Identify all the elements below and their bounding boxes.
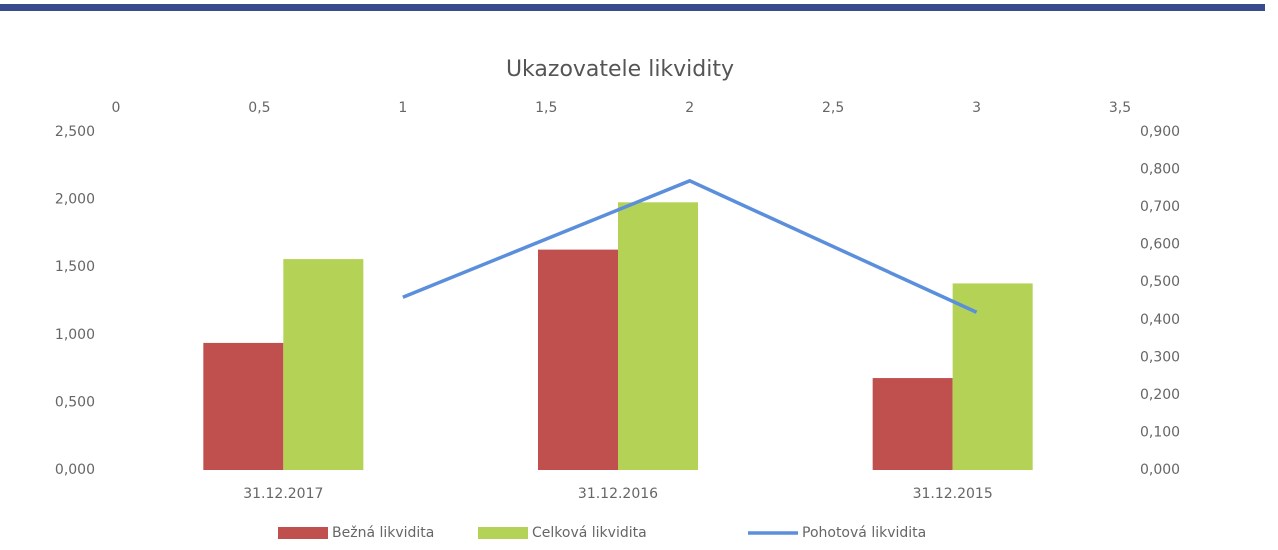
legend-swatch xyxy=(478,527,528,539)
x2-tick-label: 3,5 xyxy=(1109,100,1131,116)
bar xyxy=(618,202,698,470)
y2-tick-label: 0,600 xyxy=(1140,237,1180,253)
y-tick-label: 2,500 xyxy=(55,124,95,140)
x-tick-label: 31.12.2015 xyxy=(913,486,993,502)
y2-tick-label: 0,100 xyxy=(1140,424,1180,440)
legend-label: Bežná likvidita xyxy=(332,525,434,541)
y-tick-label: 0,000 xyxy=(55,462,95,478)
chart-title: Ukazovatele likvidity xyxy=(506,57,734,82)
x2-tick-label: 2 xyxy=(685,100,694,116)
y2-tick-label: 0,200 xyxy=(1140,387,1180,403)
line xyxy=(402,178,978,314)
x2-tick-label: 1,5 xyxy=(535,100,557,116)
bar xyxy=(872,378,953,470)
top-stripe xyxy=(0,4,1265,11)
x-tick-label: 31.12.2016 xyxy=(578,486,658,502)
x2-tick-label: 0,5 xyxy=(248,100,270,116)
y-tick-label: 0,500 xyxy=(55,394,95,410)
x-tick-label: 31.12.2017 xyxy=(243,486,323,502)
y2-tick-label: 0,800 xyxy=(1140,162,1180,178)
bar xyxy=(283,259,364,470)
legend-swatch xyxy=(278,527,328,539)
x2-tick-label: 0 xyxy=(112,100,121,116)
legend-label: Pohotová likvidita xyxy=(802,525,926,541)
bar xyxy=(952,283,1033,470)
y2-tick-label: 0,900 xyxy=(1140,124,1180,140)
legend-label: Celková likvidita xyxy=(532,525,647,541)
y2-tick-label: 0,700 xyxy=(1140,199,1180,215)
x2-tick-label: 2,5 xyxy=(822,100,844,116)
x2-tick-label: 1 xyxy=(398,100,407,116)
y2-tick-label: 0,500 xyxy=(1140,274,1180,290)
y2-tick-label: 0,000 xyxy=(1140,462,1180,478)
y2-tick-label: 0,300 xyxy=(1140,349,1180,365)
y2-tick-label: 0,400 xyxy=(1140,312,1180,328)
bar xyxy=(203,342,284,470)
y-tick-label: 1,000 xyxy=(55,327,95,343)
y-tick-label: 2,000 xyxy=(55,192,95,208)
bar xyxy=(538,249,618,470)
y-tick-label: 1,500 xyxy=(55,259,95,275)
x2-tick-label: 3 xyxy=(972,100,981,116)
